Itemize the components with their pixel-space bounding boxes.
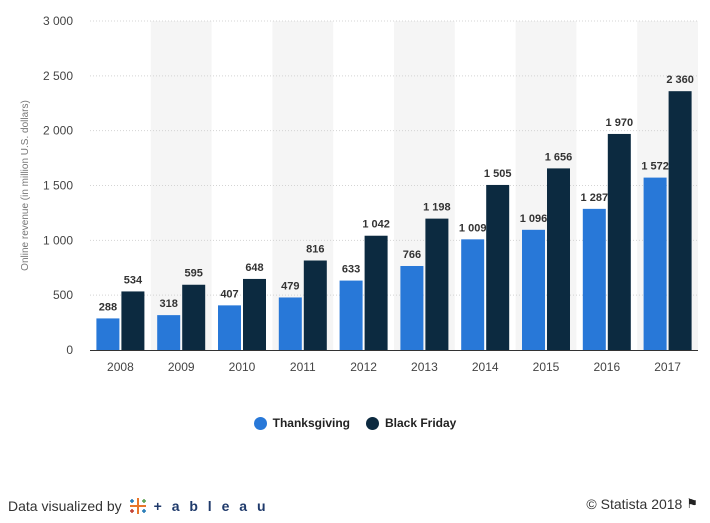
- data-label: 2 360: [666, 74, 694, 86]
- data-label: 534: [124, 274, 143, 286]
- bar-black-friday[interactable]: [182, 284, 206, 350]
- bar-thanksgiving[interactable]: [339, 280, 363, 350]
- x-tick-label: 2008: [107, 360, 134, 374]
- data-label: 318: [160, 298, 178, 310]
- tableau-credit[interactable]: Data visualized by + a b l e a u: [8, 496, 269, 516]
- bar-thanksgiving[interactable]: [582, 208, 606, 350]
- data-label: 1 505: [484, 168, 512, 180]
- bar-thanksgiving[interactable]: [522, 229, 545, 350]
- legend: Thanksgiving Black Friday: [0, 416, 710, 430]
- x-tick-label: 2015: [533, 360, 560, 374]
- data-label: 633: [342, 264, 360, 276]
- y-tick-label: 0: [66, 343, 73, 357]
- data-label: 288: [99, 301, 117, 313]
- bar-thanksgiving[interactable]: [218, 305, 241, 350]
- bar-thanksgiving[interactable]: [278, 297, 302, 350]
- bar-black-friday[interactable]: [547, 168, 570, 350]
- x-tick-label: 2012: [350, 360, 377, 374]
- bar-black-friday[interactable]: [668, 91, 692, 350]
- y-tick-label: 1 500: [43, 179, 73, 193]
- data-label: 1 198: [423, 202, 451, 214]
- data-label: 1 042: [362, 219, 390, 231]
- x-axis-ticks: 2008 2009 2010 2011 2012 2013 2014 2015 2016 2017: [107, 360, 681, 374]
- data-labels: 288 534 318 595 407 648 479 816 633 1 042 766 1 198…: [99, 74, 694, 313]
- statista-credit[interactable]: © Statista 2018 ⚑: [586, 496, 698, 512]
- data-label: 648: [245, 262, 263, 274]
- bar-thanksgiving[interactable]: [643, 177, 667, 350]
- bar-thanksgiving[interactable]: [96, 318, 120, 350]
- bars: [96, 91, 692, 350]
- x-tick-label: 2016: [593, 360, 620, 374]
- x-tick-label: 2013: [411, 360, 438, 374]
- y-tick-label: 500: [53, 288, 73, 302]
- data-label: 407: [220, 288, 238, 300]
- data-label: 1 287: [581, 192, 609, 204]
- x-tick-label: 2014: [472, 360, 499, 374]
- y-tick-label: 1 000: [43, 233, 73, 247]
- visualized-by-text: Data visualized by: [8, 498, 122, 514]
- bar-chart: 0 500 1 000 1 500 2 000 2 500 3 000 288 534 318 5…: [20, 14, 698, 374]
- data-label: 1 572: [641, 161, 669, 173]
- bar-thanksgiving[interactable]: [400, 265, 424, 350]
- legend-label-black-friday: Black Friday: [384, 416, 457, 430]
- y-tick-label: 2 500: [43, 69, 73, 83]
- flag-icon[interactable]: ⚑: [686, 496, 698, 511]
- data-label: 1 096: [520, 213, 548, 225]
- bar-black-friday[interactable]: [486, 184, 510, 350]
- y-axis-ticks: 0 500 1 000 1 500 2 000 2 500 3 000: [43, 14, 73, 357]
- copyright-text: © Statista 2018: [586, 496, 683, 512]
- legend-swatch-thanksgiving: [253, 416, 267, 430]
- bar-black-friday[interactable]: [303, 260, 327, 350]
- y-axis-label: Online revenue (in million U.S. dollars): [20, 100, 31, 271]
- x-tick-label: 2009: [168, 360, 195, 374]
- data-label: 816: [306, 244, 324, 256]
- y-tick-label: 3 000: [43, 14, 73, 28]
- legend-item-black-friday[interactable]: Black Friday: [365, 416, 457, 430]
- legend-item-thanksgiving[interactable]: Thanksgiving: [253, 416, 350, 430]
- bar-black-friday[interactable]: [121, 291, 145, 350]
- tableau-logo-icon: [129, 498, 146, 514]
- data-label: 1 009: [459, 222, 487, 234]
- bar-thanksgiving[interactable]: [157, 315, 181, 350]
- x-tick-label: 2010: [229, 360, 256, 374]
- x-tick-label: 2017: [654, 360, 681, 374]
- bar-thanksgiving[interactable]: [461, 239, 485, 350]
- x-tick-label: 2011: [290, 360, 316, 374]
- bar-black-friday[interactable]: [425, 218, 449, 350]
- y-tick-label: 2 000: [43, 124, 73, 138]
- data-label: 1 970: [606, 117, 634, 129]
- legend-swatch-black-friday: [365, 416, 379, 430]
- bar-black-friday[interactable]: [243, 278, 266, 350]
- bar-black-friday[interactable]: [607, 133, 631, 350]
- gridlines: [90, 20, 698, 296]
- legend-label-thanksgiving: Thanksgiving: [272, 416, 350, 430]
- data-label: 479: [281, 280, 299, 292]
- bar-black-friday[interactable]: [364, 235, 388, 350]
- data-label: 766: [403, 249, 421, 261]
- data-label: 1 656: [545, 151, 573, 163]
- tableau-wordmark: + a b l e a u: [153, 498, 269, 514]
- data-label: 595: [185, 268, 203, 280]
